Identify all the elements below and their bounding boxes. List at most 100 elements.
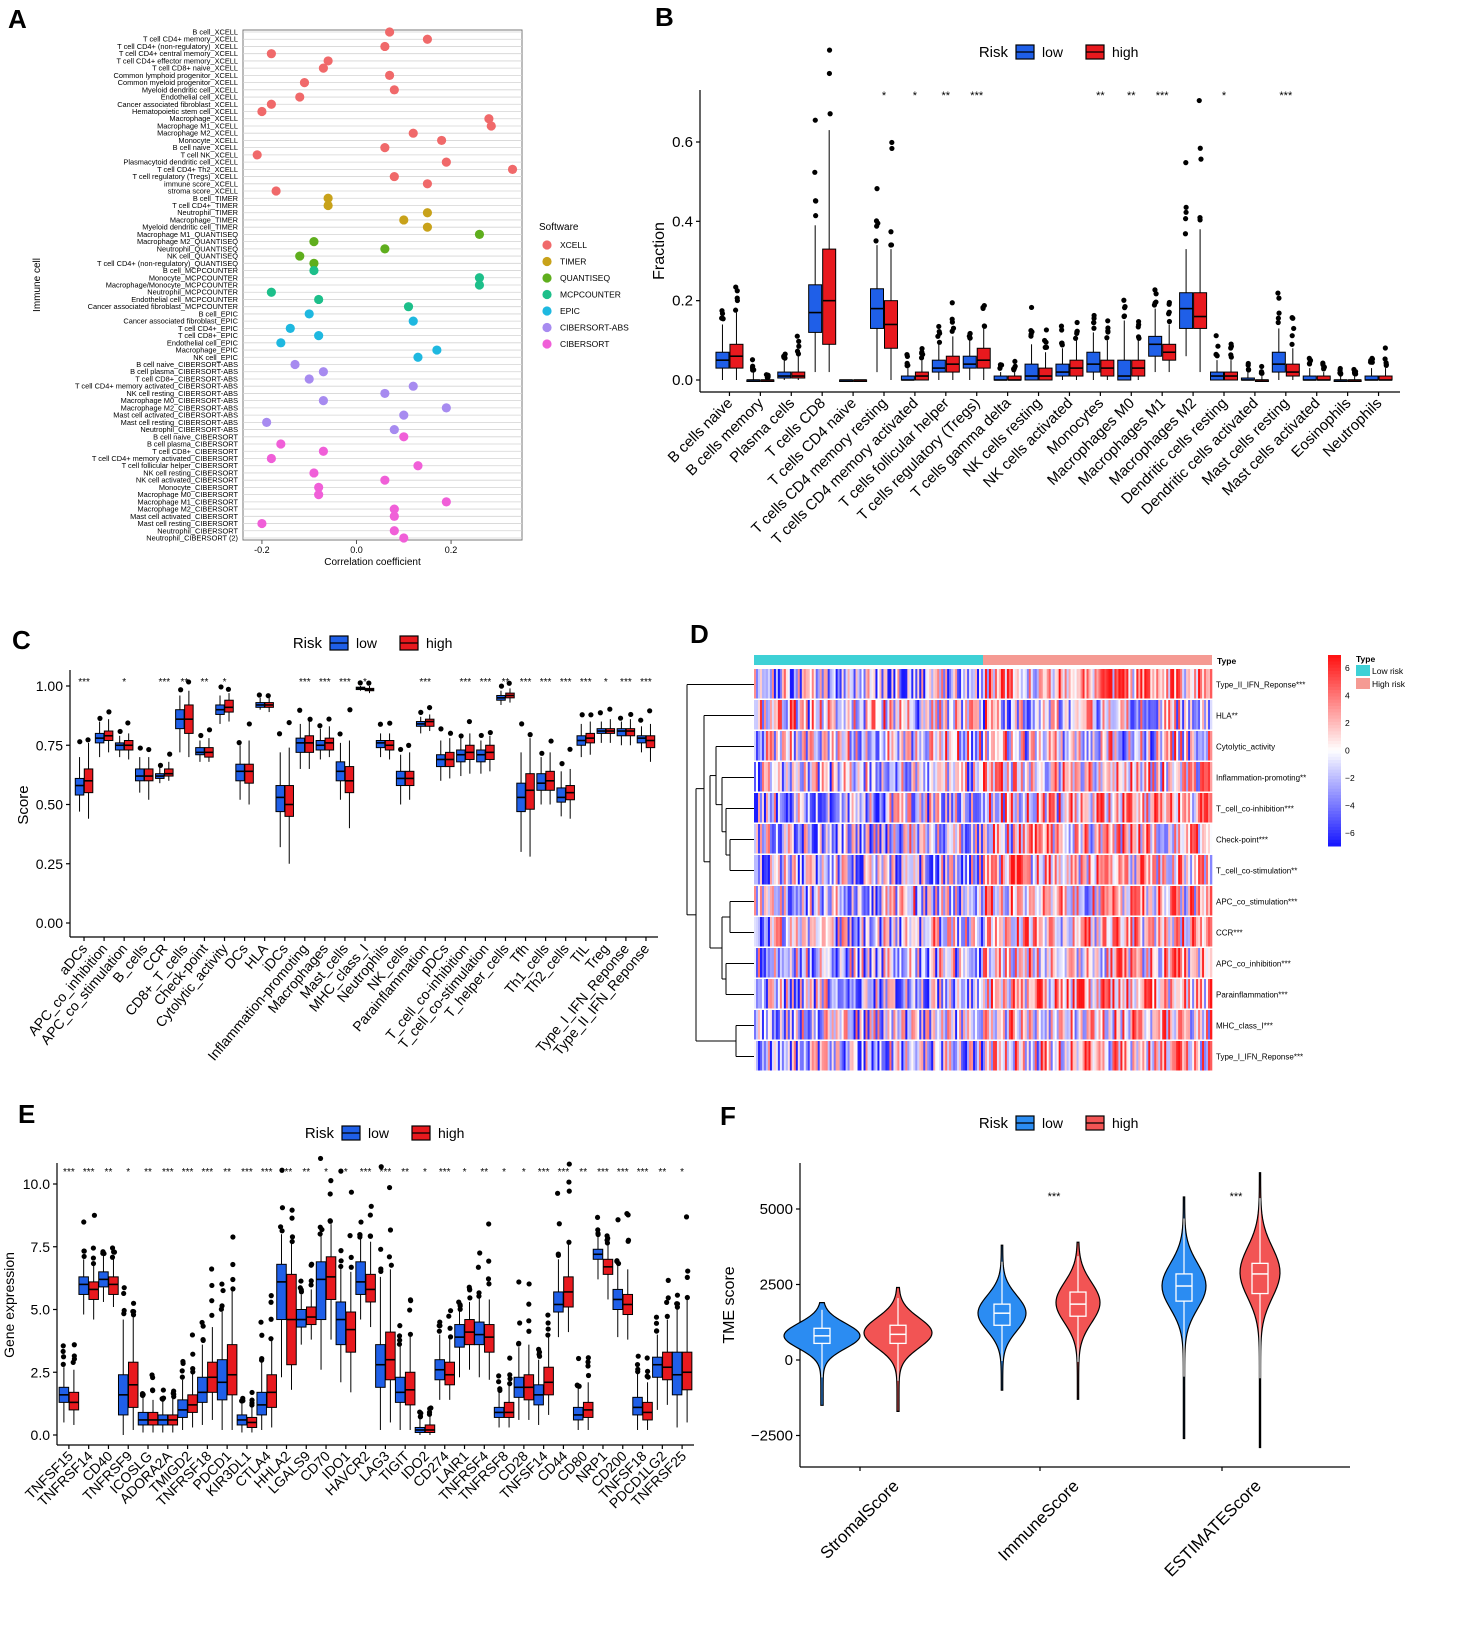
panel-d-heatmap-cell — [1176, 917, 1179, 947]
panel-d-heatmap-cell — [1158, 948, 1161, 978]
panel-d-heatmap-cell — [1088, 793, 1091, 823]
panel-d-heatmap-cell — [851, 855, 854, 885]
panel-c-box-high-outlier — [548, 738, 554, 744]
panel-d-heatmap-cell — [1070, 700, 1073, 730]
panel-d-heatmap-cell — [1156, 948, 1159, 978]
panel-c-box-low-box — [636, 735, 647, 744]
panel-d-heatmap-cell — [903, 855, 906, 885]
panel-d-heatmap-cell — [1042, 1041, 1046, 1071]
panel-d-heatmap-cell — [941, 793, 944, 823]
panel-b-box-high-outlier — [1042, 344, 1048, 350]
panel-d-heatmap-cell — [813, 948, 817, 978]
panel-d-colorbar-segment — [1328, 696, 1341, 701]
panel-d-heatmap-cell — [1080, 855, 1083, 885]
panel-d-heatmap-cell — [1130, 824, 1133, 854]
panel-d-heatmap-cell — [1184, 731, 1187, 761]
panel-d-heatmap-cell — [849, 731, 852, 761]
panel-d-heatmap-cell — [893, 855, 896, 885]
panel-d-heatmap-cell — [1186, 1010, 1189, 1040]
panel-d-heatmap-cell — [1140, 793, 1143, 823]
panel-d-heatmap-cell — [941, 1041, 944, 1071]
panel-a-cell-label: Mast cell resting_CIBERSORT — [138, 519, 239, 528]
panel-d-heatmap-cell — [943, 979, 946, 1009]
panel-d-heatmap-cell — [1104, 979, 1107, 1009]
panel-a-cell-label: Macrophage M2_CIBERSORT — [138, 505, 239, 514]
panel-d-heatmap-cell — [1184, 979, 1187, 1009]
panel-d-heatmap-cell — [953, 669, 956, 699]
panel-d-heatmap-cell — [845, 948, 848, 978]
panel-d-heatmap-cell — [1018, 700, 1022, 730]
panel-d-heatmap-cell — [797, 762, 801, 792]
panel-d-heatmap-cell — [1086, 700, 1089, 730]
panel-d-heatmap-cell — [1030, 793, 1034, 823]
panel-d-heatmap-cell — [1034, 1010, 1038, 1040]
panel-d-heatmap-cell — [1098, 917, 1101, 947]
panel-d-heatmap-cell — [1028, 1041, 1032, 1071]
panel-d-heatmap-cell — [937, 948, 940, 978]
panel-d-heatmap-cell — [1110, 886, 1113, 916]
panel-d-heatmap-cell — [873, 855, 876, 885]
panel-c-significance: *** — [339, 677, 351, 688]
panel-d-heatmap-cell — [1040, 700, 1044, 730]
panel-d-heatmap-cell — [865, 824, 868, 854]
panel-d-heatmap-cell — [1170, 1041, 1173, 1071]
panel-e-box-low-box — [474, 1321, 485, 1346]
panel-e-significance: *** — [637, 1167, 649, 1178]
panel-d-heatmap-cell — [992, 1010, 996, 1040]
panel-d-heatmap-cell — [1050, 1010, 1053, 1040]
panel-d-heatmap-cell — [992, 824, 996, 854]
panel-a-point — [323, 56, 333, 66]
panel-d-heatmap-cell — [931, 669, 934, 699]
panel-f-low-box — [993, 1303, 1011, 1326]
panel-d-heatmap-cell — [1122, 762, 1125, 792]
panel-d-heatmap-cell — [783, 824, 787, 854]
panel-d-heatmap-cell — [1012, 855, 1016, 885]
panel-d-heatmap-cell — [1194, 669, 1197, 699]
panel-d-heatmap-cell — [847, 1041, 850, 1071]
panel-d-heatmap-cell — [1154, 948, 1157, 978]
panel-d-heatmap-cell — [1156, 669, 1159, 699]
panel-d-heatmap-cell — [988, 824, 992, 854]
panel-d-heatmap-cell — [1062, 824, 1065, 854]
panel-d-heatmap-cell — [1106, 1041, 1109, 1071]
panel-d-heatmap-cell — [831, 669, 834, 699]
panel-d-heatmap-cell — [815, 762, 819, 792]
panel-d-heatmap-cell — [853, 1010, 856, 1040]
panel-d-heatmap-cell — [907, 886, 910, 916]
panel-d-heatmap-cell — [1044, 886, 1048, 916]
panel-d-heatmap-cell — [979, 700, 982, 730]
panel-b-box-high-outlier — [1289, 333, 1295, 339]
panel-d-heatmap-cell — [994, 948, 998, 978]
panel-d-heatmap-cell — [951, 948, 954, 978]
panel-e-box-low-outlier — [338, 1263, 344, 1270]
panel-e-box-high-outlier — [507, 1372, 513, 1378]
panel-d-heatmap-cell — [891, 669, 894, 699]
panel-d-heatmap-cell — [865, 886, 868, 916]
panel-d-heatmap-cell — [1064, 917, 1067, 947]
panel-d-heatmap-cell — [981, 917, 984, 947]
panel-d-heatmap-cell — [1028, 700, 1032, 730]
panel-d-heatmap-cell — [809, 824, 813, 854]
panel-d-heatmap-cell — [759, 700, 763, 730]
panel-d-heatmap-cell — [759, 917, 763, 947]
panel-d-heatmap-cell — [763, 669, 767, 699]
panel-d-heatmap-cell — [1100, 731, 1103, 761]
panel-d-heatmap-cell — [903, 917, 906, 947]
panel-d-heatmap-cell — [1130, 762, 1133, 792]
panel-d-heatmap-cell — [1154, 824, 1157, 854]
panel-a-point — [380, 388, 390, 399]
panel-e-y-tick-label: 10.0 — [23, 1176, 50, 1192]
panel-d-heatmap-cell — [969, 793, 972, 823]
panel-d-heatmap-cell — [1186, 948, 1189, 978]
panel-d-heatmap-cell — [1034, 948, 1038, 978]
panel-e-box-high-outlier — [467, 1286, 473, 1292]
panel-e-box-high-outlier — [328, 1178, 334, 1184]
panel-c-box-high-outlier — [588, 712, 594, 718]
panel-d-heatmap-cell — [1066, 731, 1069, 761]
panel-d-heatmap-cell — [873, 762, 876, 792]
panel-d-heatmap-cell — [1022, 979, 1026, 1009]
panel-d-colorbar-segment — [1328, 686, 1341, 691]
panel-d-heatmap-cell — [1194, 1041, 1197, 1071]
panel-d-heatmap-cell — [1164, 979, 1167, 1009]
